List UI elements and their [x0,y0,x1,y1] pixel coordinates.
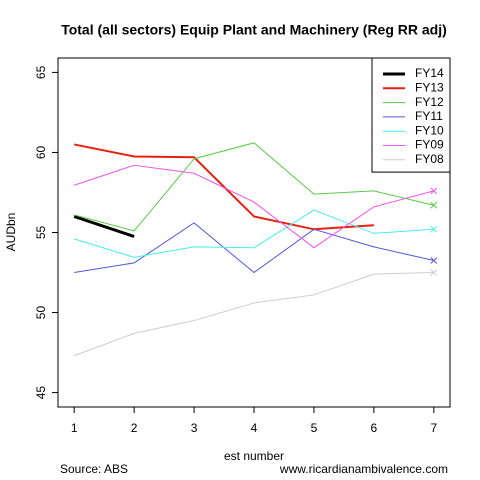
end-marker [430,257,438,264]
legend-label: FY11 [415,109,443,123]
x-tick-label: 3 [191,421,198,435]
legend-label: FY14 [415,66,444,80]
legend-label: FY13 [415,80,444,94]
x-tick-label: 5 [311,421,318,435]
chart-title: Total (all sectors) Equip Plant and Mach… [61,22,447,38]
series-line [74,272,434,357]
x-tick-label: 4 [251,421,258,435]
y-axis-label: AUDbn [4,213,18,252]
legend-label: FY09 [415,138,444,152]
x-axis-label: est number [224,449,284,463]
legend-label: FY10 [415,123,444,137]
y-tick-label: 65 [34,65,48,79]
y-tick-label: 55 [34,226,48,240]
series-line [74,142,434,232]
series-line [73,215,135,238]
series-line [74,209,434,258]
end-marker [430,187,438,195]
x-tick-label: 7 [430,421,437,435]
series-line [73,143,374,231]
x-tick-label: 6 [371,421,378,435]
y-tick-label: 50 [34,306,48,320]
footnote: www.ricardianambivalence.com [279,462,448,476]
end-marker [430,201,438,209]
legend-label: FY12 [415,95,444,109]
end-marker [430,269,438,276]
x-tick-label: 2 [131,421,138,435]
series-line [74,222,434,274]
y-tick-label: 60 [34,145,48,159]
footnote: Source: ABS [60,462,128,476]
series-line [74,164,434,249]
end-marker [430,225,438,233]
legend-label: FY08 [415,152,444,166]
legend-box [371,57,451,173]
x-tick-label: 1 [71,421,78,435]
y-tick-label: 45 [34,386,48,400]
